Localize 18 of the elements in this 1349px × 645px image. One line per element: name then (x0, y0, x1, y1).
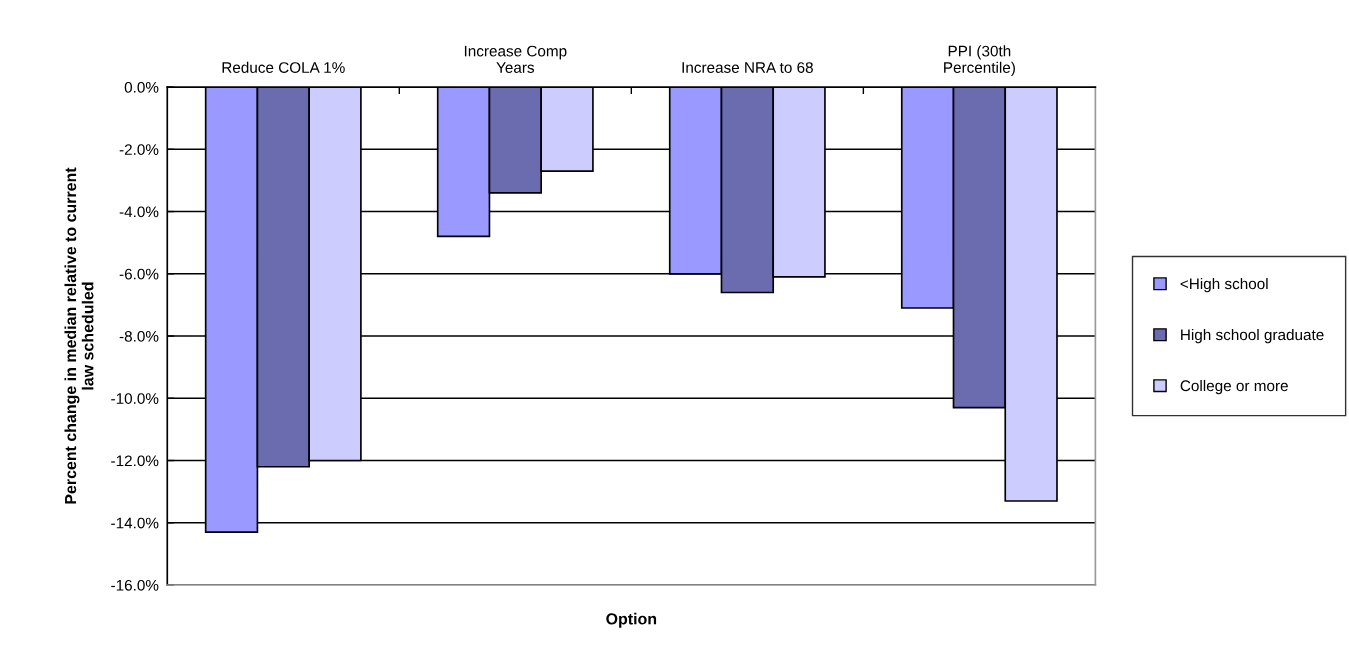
legend-label: High school graduate (1181, 328, 1324, 344)
y-tick-label: 0.0% (124, 81, 159, 93)
x-tick-label: Increase Comp Years (464, 45, 567, 73)
y-axis-title: Percent change in median relative to current law scheduled (64, 167, 94, 504)
x-axis-title: Option (606, 612, 657, 628)
y-tick-label: -8.0% (119, 330, 159, 342)
x-tick-label: Increase NRA to 68 (682, 62, 813, 73)
x-tick-label: Reduce COLA 1% (222, 61, 345, 73)
y-tick-label: -6.0% (119, 268, 159, 280)
y-tick-label: -14.0% (111, 517, 159, 529)
legend-label: College or more (1180, 379, 1288, 395)
legend-label: <High school (1180, 277, 1268, 293)
y-tick-label: -16.0% (111, 579, 159, 591)
y-tick-label: -4.0% (119, 206, 159, 218)
y-tick-label: -2.0% (119, 144, 159, 155)
y-tick-label: -10.0% (111, 393, 159, 404)
y-tick-label: -12.0% (111, 455, 159, 467)
x-tick-label: PPI (30th Percentile) (944, 45, 1015, 76)
